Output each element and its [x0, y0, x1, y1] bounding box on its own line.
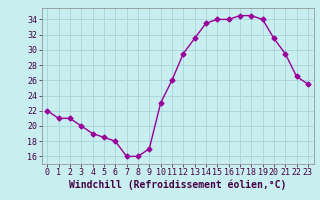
- X-axis label: Windchill (Refroidissement éolien,°C): Windchill (Refroidissement éolien,°C): [69, 180, 286, 190]
